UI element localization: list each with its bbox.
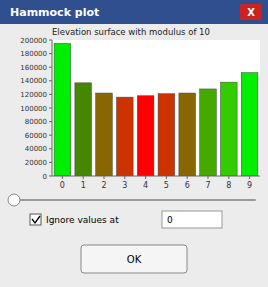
x-tick-label: 2 [101, 181, 106, 190]
window-title: Hammock plot [10, 6, 99, 19]
bar [179, 93, 196, 176]
ok-button[interactable] [81, 245, 187, 273]
slider-track [14, 199, 255, 201]
bar [96, 93, 113, 176]
bar [220, 82, 237, 176]
bar [158, 94, 175, 176]
x-tick-label: 0 [60, 181, 65, 190]
bar [54, 43, 71, 176]
x-axis [52, 176, 260, 177]
value-input-text: 0 [167, 215, 173, 225]
bar [241, 73, 258, 176]
y-tick-label: 40000 [25, 145, 47, 153]
title-bar [0, 0, 268, 24]
x-tick-label: 5 [164, 181, 169, 190]
dialog-background [0, 0, 268, 287]
y-tick-label: 100000 [20, 105, 47, 113]
value-input[interactable] [162, 211, 222, 228]
y-tick-label: 80000 [25, 118, 47, 126]
checkmark [32, 216, 40, 223]
x-tick-label: 7 [205, 181, 210, 190]
chart-title: Elevation surface with modulus of 10 [52, 27, 210, 37]
y-tick-label: 60000 [25, 132, 47, 140]
x-tick-label: 8 [226, 181, 231, 190]
y-tick-label: 0 [43, 173, 47, 181]
bar [75, 83, 92, 176]
x-tick-label: 4 [143, 181, 148, 190]
ok-label: OK [127, 254, 142, 265]
close-button[interactable] [240, 4, 262, 20]
y-tick-label: 160000 [20, 64, 47, 72]
bars [54, 43, 258, 176]
x-tick-label: 3 [122, 181, 127, 190]
checkbox-label: Ignore values at [46, 215, 119, 225]
checkbox[interactable] [30, 214, 41, 225]
bar [116, 97, 133, 176]
bar [200, 89, 217, 176]
y-tick-label: 140000 [20, 77, 47, 85]
y-tick-label: 20000 [25, 159, 47, 167]
plot-area [52, 40, 260, 176]
x-tick-label: 1 [81, 181, 86, 190]
y-tick-label: 120000 [20, 91, 47, 99]
x-tick-label: 6 [185, 181, 190, 190]
x-tick-label: 9 [247, 181, 252, 190]
bar [137, 96, 154, 176]
dialog: Hammock plot X Elevation surface with modu… [0, 0, 268, 287]
y-tick-label: 200000 [20, 37, 47, 45]
y-tick-label: 180000 [20, 50, 47, 58]
slider-handle[interactable] [8, 194, 20, 206]
close-label: X [247, 7, 255, 18]
y-axis [52, 40, 53, 176]
